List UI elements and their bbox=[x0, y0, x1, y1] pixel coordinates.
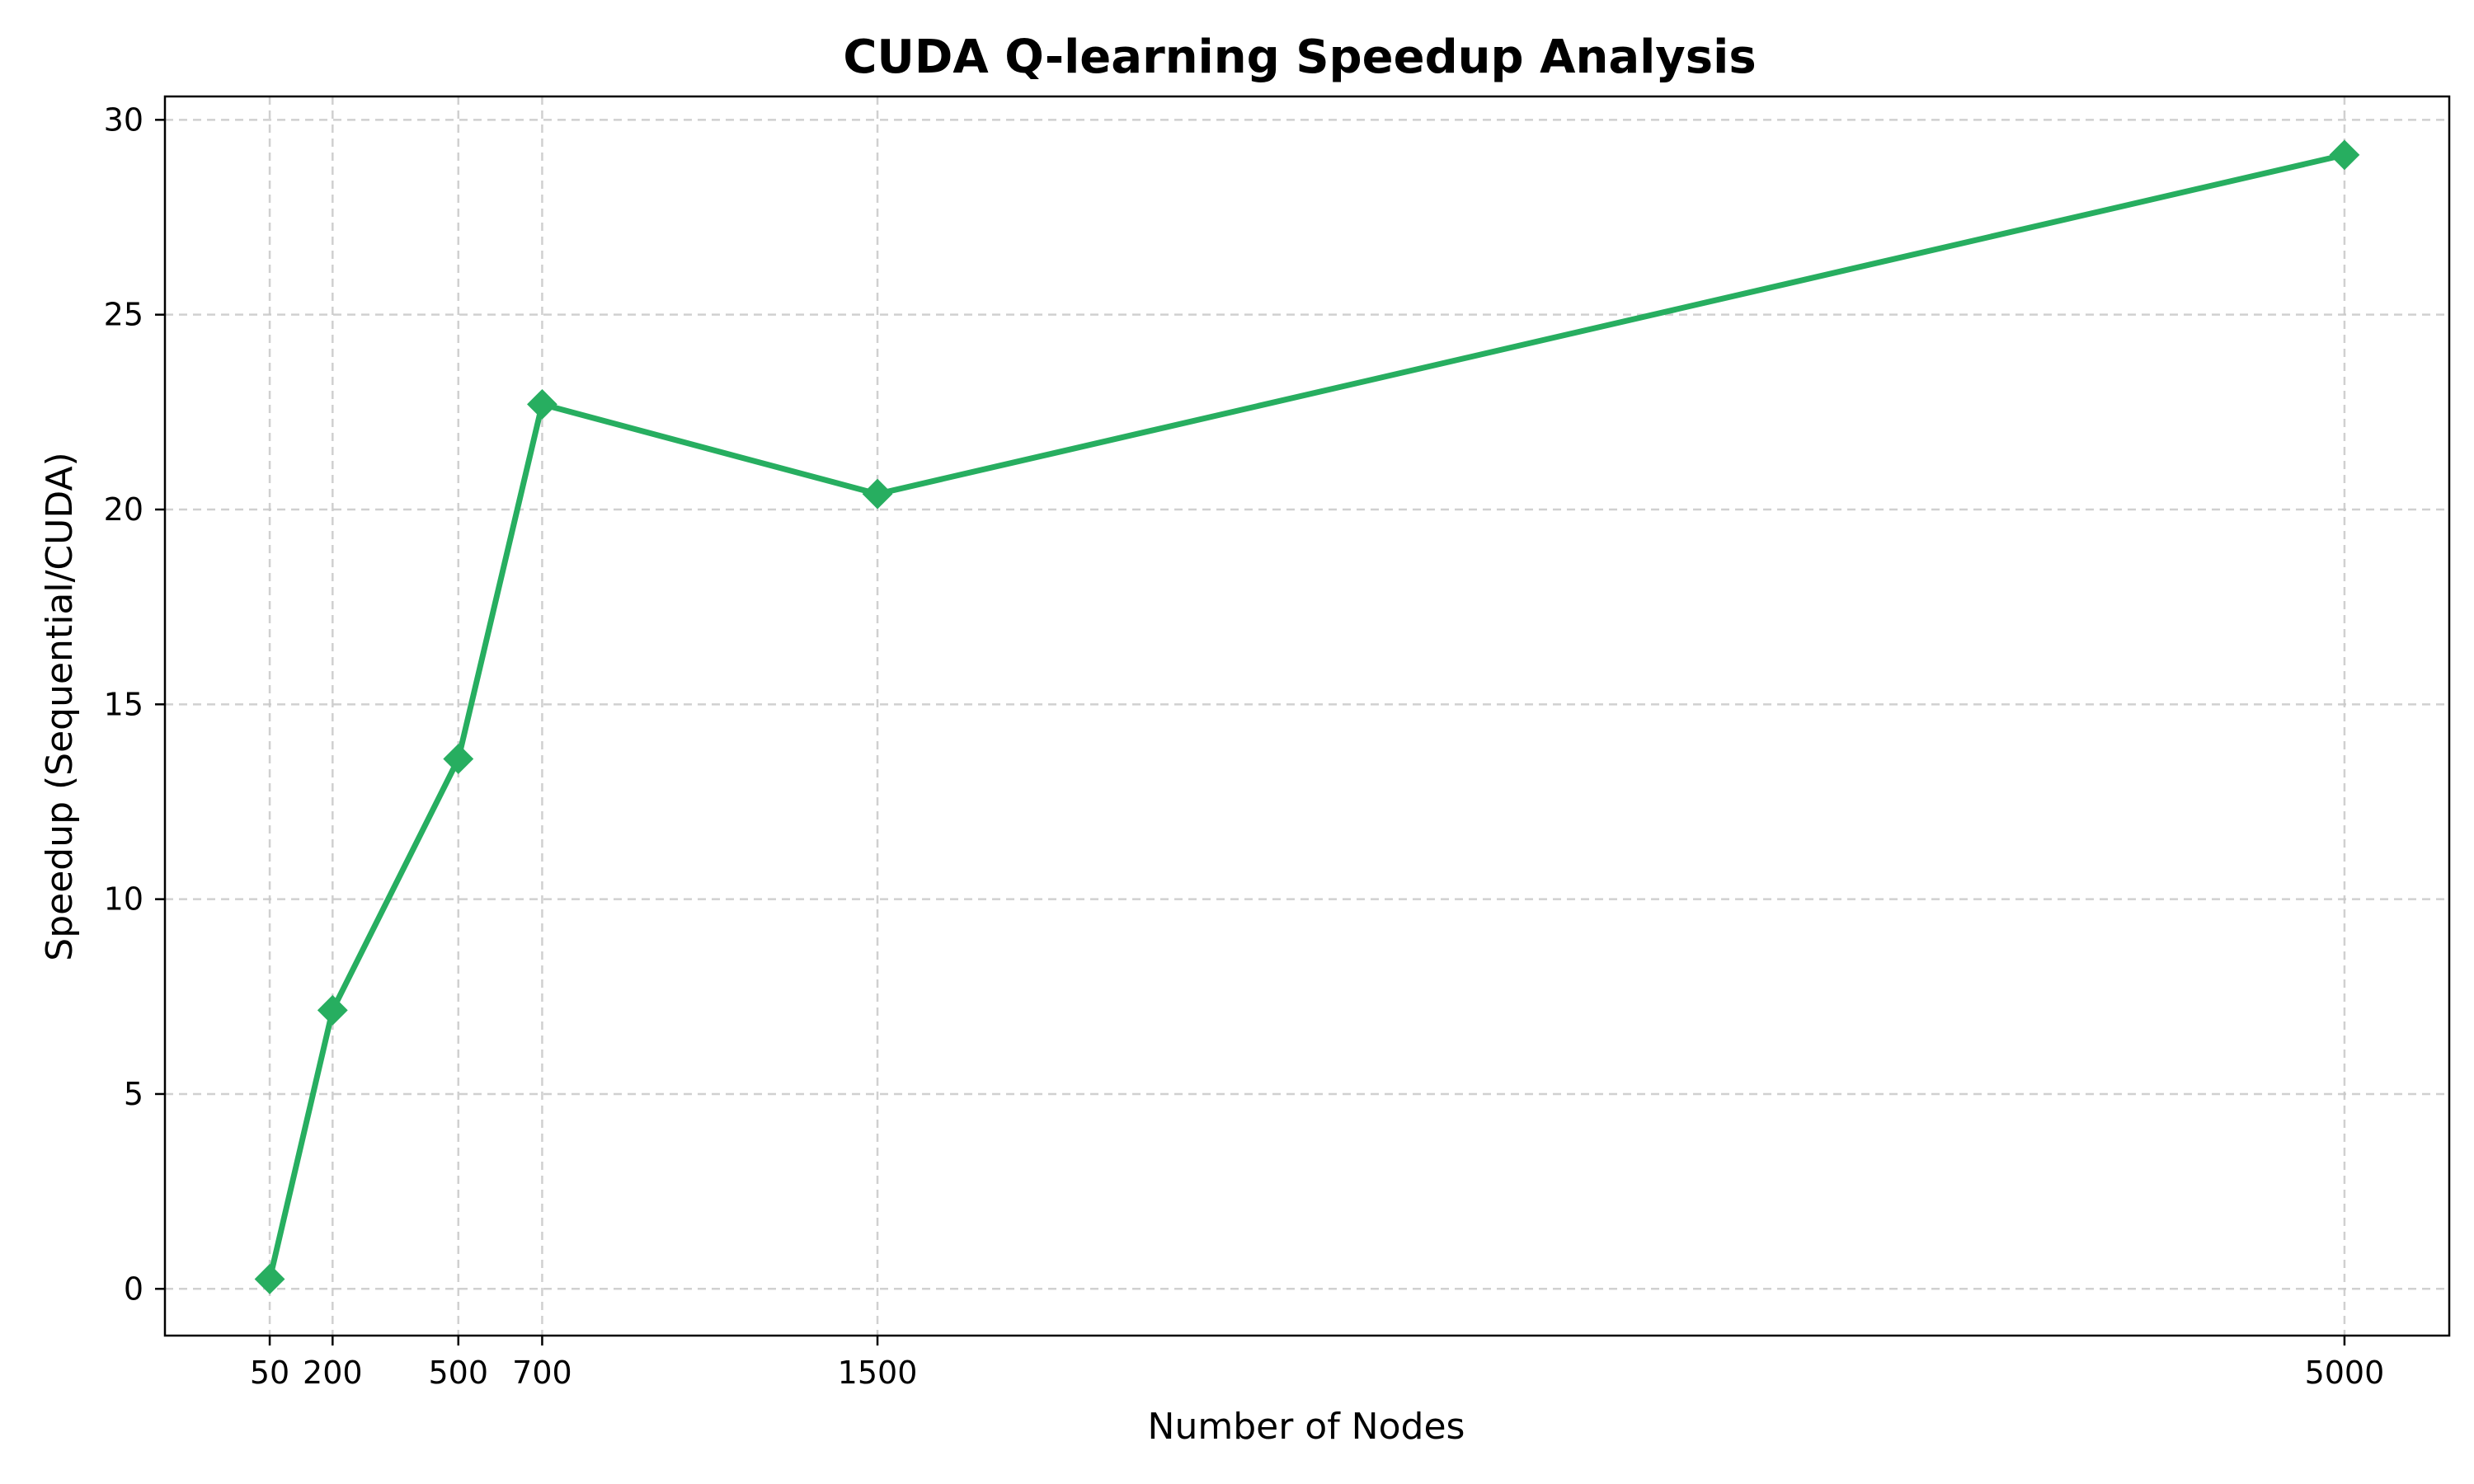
data-point-marker bbox=[527, 388, 557, 420]
data-point-marker bbox=[443, 744, 474, 774]
x-tick-label: 200 bbox=[303, 1355, 363, 1391]
x-tick-label: 500 bbox=[429, 1355, 489, 1391]
y-tick-label: 20 bbox=[104, 491, 143, 528]
y-tick-label: 25 bbox=[104, 297, 143, 333]
y-tick-label: 5 bbox=[124, 1076, 143, 1112]
plot-frame bbox=[163, 95, 2451, 1337]
axes bbox=[163, 95, 2451, 1337]
chart-title: CUDA Q-learning Speedup Analysis bbox=[843, 31, 1756, 84]
series-line bbox=[266, 152, 2348, 1282]
x-tick-label: 50 bbox=[250, 1355, 289, 1391]
data-point-marker bbox=[2329, 139, 2360, 171]
data-point-marker bbox=[317, 994, 348, 1026]
data-point-marker bbox=[254, 1264, 285, 1294]
x-axis-ticks: 50 200 500 700 1500 5000 bbox=[250, 1336, 2384, 1391]
y-axis-ticks: 0 5 10 15 20 25 30 bbox=[104, 101, 165, 1307]
y-tick-label: 30 bbox=[104, 101, 143, 138]
y-tick-label: 15 bbox=[104, 686, 143, 722]
x-tick-label: 1500 bbox=[838, 1355, 918, 1391]
y-tick-label: 10 bbox=[104, 881, 143, 918]
series-layer bbox=[254, 139, 2360, 1294]
y-tick-label: 0 bbox=[124, 1270, 143, 1307]
grid bbox=[165, 96, 2449, 1336]
x-tick-label: 5000 bbox=[2305, 1355, 2385, 1391]
x-tick-label: 700 bbox=[512, 1355, 572, 1391]
x-axis-label: Number of Nodes bbox=[1148, 1406, 1465, 1448]
y-axis-label: Speedup (Sequential/CUDA) bbox=[39, 452, 81, 960]
data-point-marker bbox=[862, 478, 893, 510]
